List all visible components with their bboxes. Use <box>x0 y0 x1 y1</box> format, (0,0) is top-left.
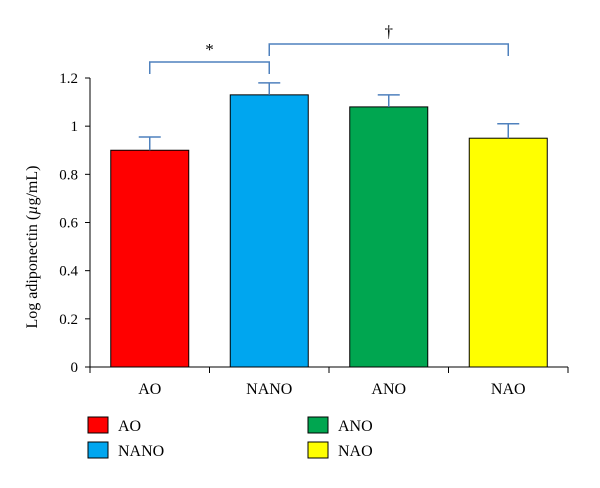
x-tick-label: NANO <box>246 381 292 398</box>
y-tick-label: 0.4 <box>59 264 78 280</box>
bar-nano <box>229 94 309 368</box>
y-tick-label: 0 <box>71 360 79 376</box>
y-axis: 0 0.2 0.4 0.6 0.8 1 1.2 <box>59 71 91 376</box>
legend-label: NAO <box>338 443 373 460</box>
x-tick-label: AO <box>138 381 161 398</box>
significance-bracket <box>149 61 270 74</box>
legend-swatch <box>87 441 109 459</box>
legend: AO ANO NANO NAO <box>87 416 373 460</box>
significance-bracket <box>268 43 509 56</box>
bar-ao <box>110 149 190 368</box>
y-tick-label: 1.2 <box>59 71 78 87</box>
legend-swatch <box>87 416 109 434</box>
y-tick-label: 0.6 <box>59 216 78 232</box>
y-axis-label: Log adiponectin (µg/mL) <box>24 166 41 329</box>
bar-ano <box>349 106 429 368</box>
legend-label: ANO <box>338 418 373 435</box>
y-tick-label: 1 <box>71 119 79 135</box>
y-tick-label: 0.8 <box>59 167 78 183</box>
significance-annotations: *† <box>149 22 509 74</box>
legend-label: NANO <box>118 443 164 460</box>
legend-swatch <box>307 441 329 459</box>
bars <box>110 82 548 368</box>
x-axis: AO NANO ANO NAO <box>89 366 569 398</box>
y-tick-label: 0.2 <box>59 312 78 328</box>
significance-mark: † <box>385 22 394 41</box>
x-tick-label: NAO <box>491 381 526 398</box>
x-tick-label: ANO <box>371 381 406 398</box>
legend-label: AO <box>118 418 141 435</box>
significance-mark: * <box>205 40 214 59</box>
bar-nao <box>468 137 548 368</box>
legend-swatch <box>307 416 329 434</box>
